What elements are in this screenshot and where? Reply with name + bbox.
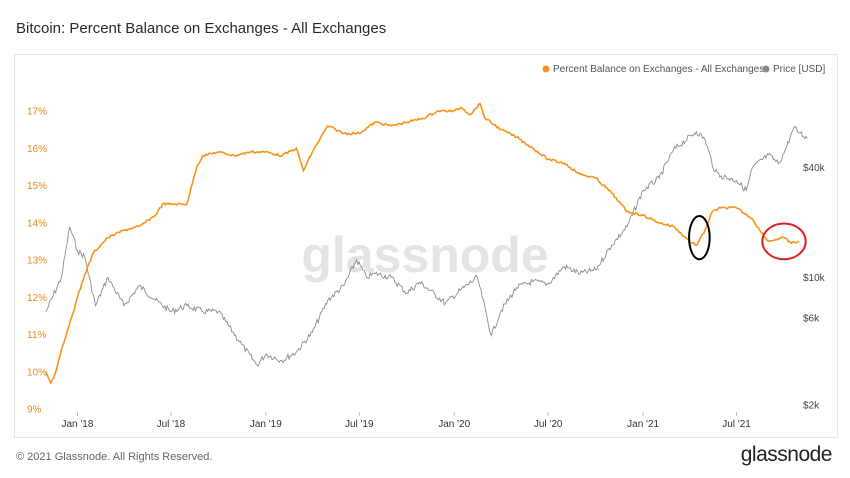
legend-label-price: Price [USD] (773, 64, 825, 75)
right-axis-tick-label: $40k (803, 163, 826, 174)
brand-logo: glassnode (740, 443, 833, 466)
x-axis-tick-label: Jan '21 (627, 419, 659, 430)
copyright-text: © 2021 Glassnode. All Rights Reserved. (16, 451, 213, 463)
chart-panel (14, 54, 838, 438)
right-axis-tick-label: $6k (803, 313, 820, 324)
x-axis-tick-label: Jul '21 (722, 419, 751, 430)
red-annotation-ellipse (761, 222, 807, 261)
balance-series-line (45, 102, 800, 385)
right-axis-tick-label: $2k (803, 400, 820, 411)
left-axis-tick-label: 13% (27, 256, 47, 267)
chart-title: Bitcoin: Percent Balance on Exchanges - … (16, 20, 387, 37)
left-axis-tick-label: 17% (27, 107, 47, 118)
legend-marker-price (762, 65, 770, 73)
black-annotation-ellipse (688, 215, 711, 261)
x-axis-tick-label: Jan '18 (62, 419, 94, 430)
left-axis-tick-label: 14% (27, 218, 47, 229)
left-axis-tick-label: 9% (27, 405, 42, 416)
price-series-line (45, 125, 808, 367)
right-axis-tick-label: $10k (803, 273, 826, 284)
left-axis-tick-label: 10% (27, 367, 47, 378)
x-axis-tick-label: Jan '19 (250, 419, 282, 430)
left-axis-tick-label: 11% (27, 330, 46, 341)
left-axis-tick-label: 16% (27, 144, 47, 155)
legend-label-balance: Percent Balance on Exchanges - All Excha… (553, 64, 764, 75)
left-axis-tick-label: 15% (27, 181, 47, 192)
x-axis-tick-label: Jul '18 (157, 419, 186, 430)
x-axis-tick-label: Jan '20 (438, 419, 470, 430)
watermark-text: glassnode (301, 227, 548, 283)
x-axis-tick-label: Jul '19 (345, 419, 374, 430)
left-axis-tick-label: 12% (27, 293, 47, 304)
x-axis-tick-label: Jul '20 (534, 419, 563, 430)
legend-marker-balance (542, 65, 550, 73)
